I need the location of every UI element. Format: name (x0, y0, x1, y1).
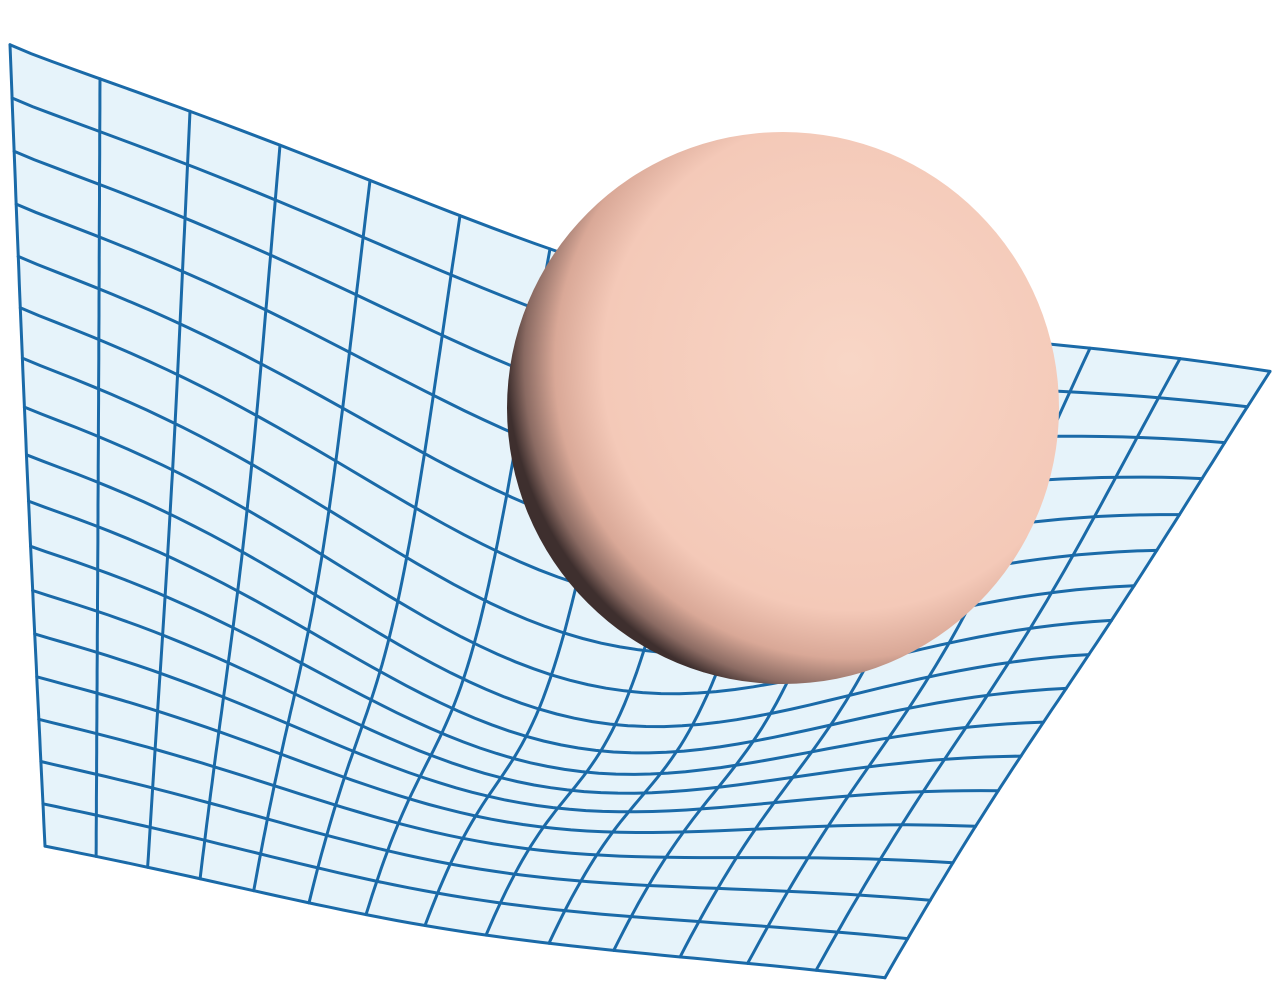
grid-line-vertical (883, 369, 1272, 980)
sphere (507, 132, 1059, 684)
grid-line-vertical (198, 143, 282, 881)
grid-line-vertical (252, 178, 372, 893)
grid-line-vertical (8, 43, 47, 848)
grid-line-vertical (146, 109, 192, 869)
grid-line-vertical (94, 77, 102, 858)
grid-line-vertical (307, 214, 462, 905)
grid-line-vertical (814, 357, 1182, 972)
